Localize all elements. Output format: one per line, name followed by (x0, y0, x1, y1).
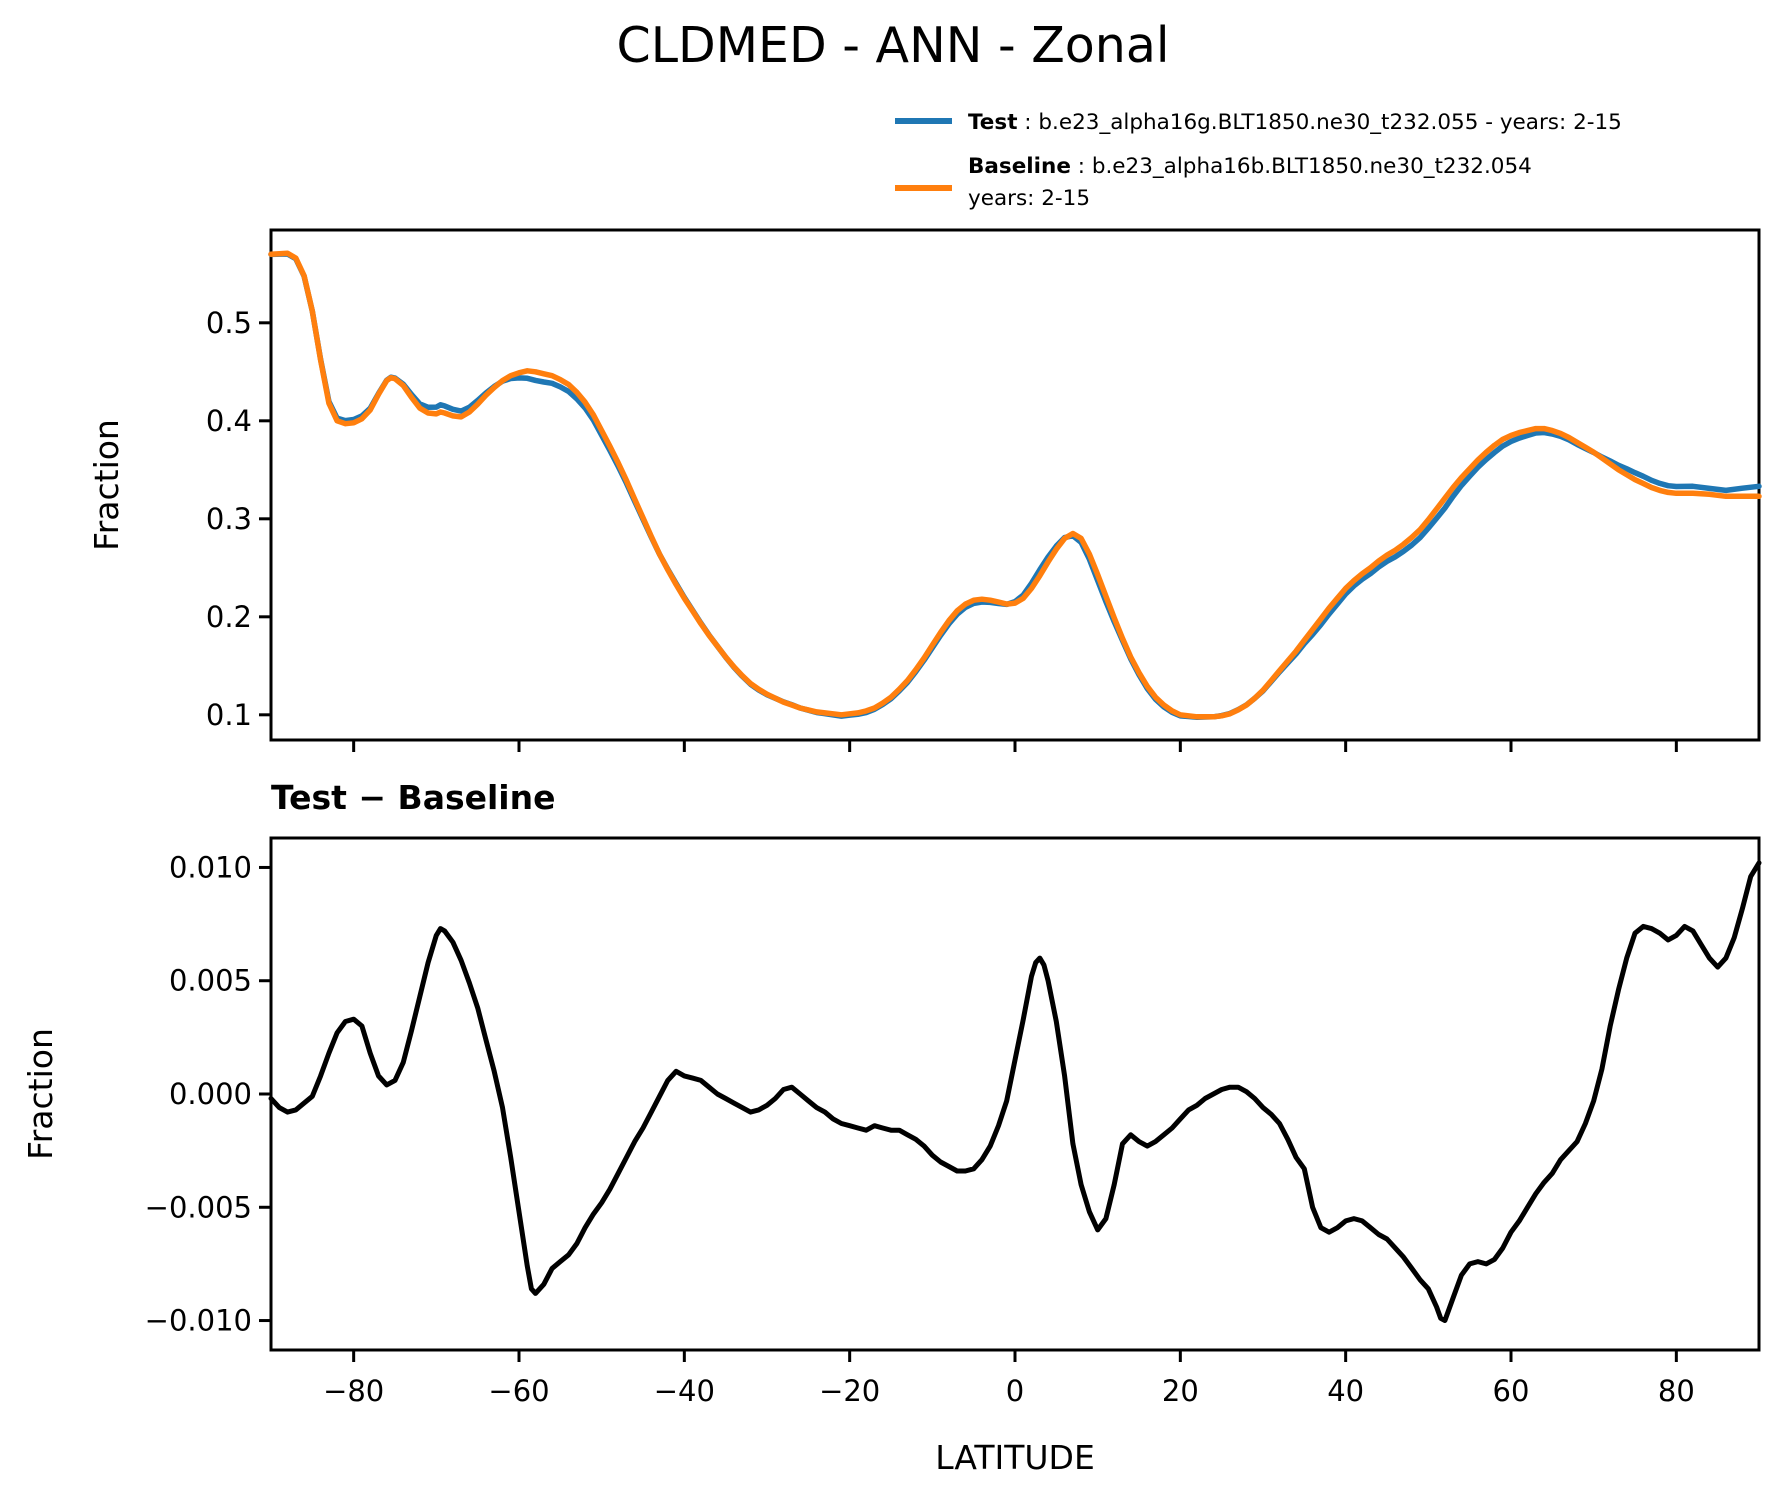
y-tick-label: −0.010 (145, 1304, 252, 1338)
test-series-line (268, 251, 1762, 721)
x-tick-label: −40 (654, 1374, 715, 1408)
y-axis-label: Fraction (21, 1028, 60, 1160)
x-axis-label: LATITUDE (935, 1438, 1095, 1477)
figure-title: CLDMED - ANN - Zonal (617, 17, 1170, 74)
top-plot: 0.5 0.4 0.3 0.2 0.1 Fraction (87, 228, 1762, 752)
y-tick-label: 0.005 (169, 964, 252, 998)
difference-plot-title: Test − Baseline (271, 778, 556, 817)
y-tick-label: 0.2 (206, 600, 252, 634)
x-tick-label: −80 (323, 1374, 384, 1408)
y-tick-label: 0.1 (206, 698, 252, 732)
y-tick-label: 0.4 (206, 404, 252, 438)
plot-area (269, 228, 1761, 742)
y-tick-label: 0.3 (206, 502, 252, 536)
legend-entry-baseline-line2: years: 2-15 (968, 186, 1090, 211)
x-tick-label: −60 (488, 1374, 549, 1408)
y-tick-label: 0.5 (206, 306, 252, 340)
x-tick-label: 20 (1162, 1374, 1199, 1408)
legend-entry-baseline: Baseline : b.e23_alpha16b.BLT1850.ne30_t… (968, 154, 1532, 179)
baseline-series-line (268, 250, 1762, 720)
y-tick-label: −0.005 (145, 1190, 252, 1224)
legend-entry-test: Test : b.e23_alpha16g.BLT1850.ne30_t232.… (968, 110, 1622, 135)
plot-area (269, 836, 1761, 1352)
difference-plot: 0.010 0.005 0.000 −0.005 −0.010 −80 −60 −40 −20 0… (21, 778, 1762, 1477)
x-tick-label: 80 (1658, 1374, 1695, 1408)
y-tick-label: 0.000 (169, 1077, 252, 1111)
x-tick-label: −20 (819, 1374, 880, 1408)
y-tick-label: 0.010 (169, 850, 252, 884)
x-tick-label: 40 (1327, 1374, 1364, 1408)
x-tick-label: 0 (1006, 1374, 1024, 1408)
legend: Test : b.e23_alpha16g.BLT1850.ne30_t232.… (895, 110, 1622, 211)
x-tick-label: 60 (1493, 1374, 1530, 1408)
difference-series-line (268, 860, 1762, 1323)
y-axis-label: Fraction (87, 419, 126, 551)
